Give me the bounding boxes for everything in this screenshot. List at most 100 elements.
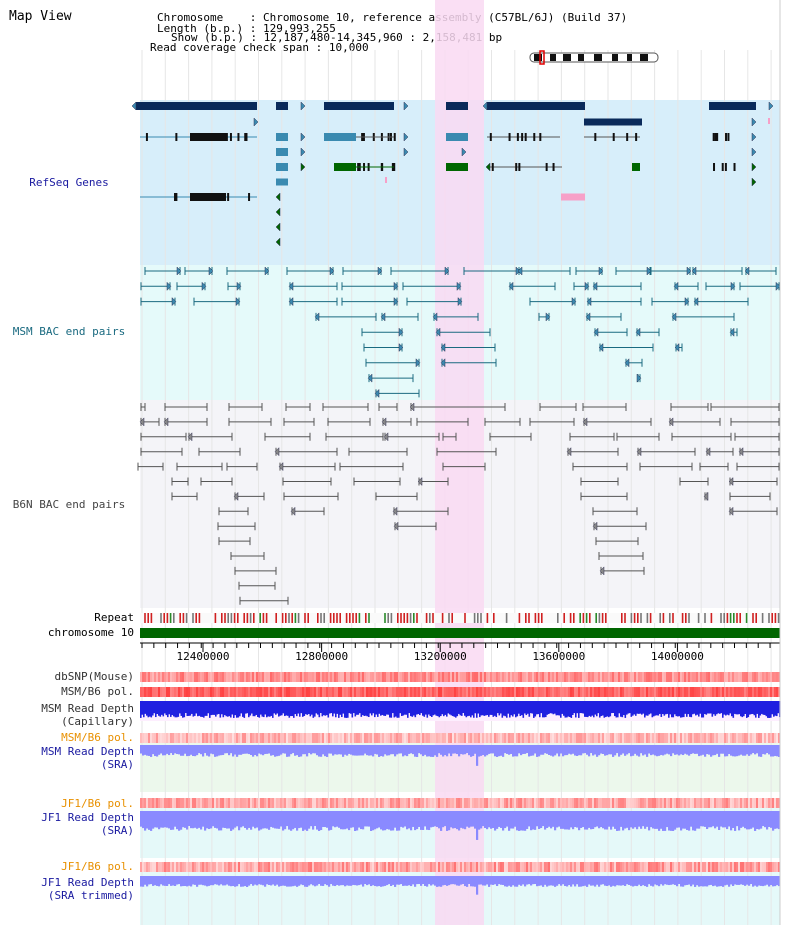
jf1-b6-pol-2-density (766, 862, 769, 872)
jf1-trim-depth-bar (304, 876, 307, 887)
msm-capillary-depth-bar (495, 701, 498, 718)
jf1-sra-depth-bar (170, 811, 173, 830)
msm-sra-depth-bar (146, 745, 149, 756)
msm-capillary-depth-bar (183, 701, 186, 718)
jf1-b6-pol-density (600, 798, 603, 808)
jf1-b6-pol-2-density (568, 862, 571, 872)
strand-arrow (775, 281, 781, 291)
repeat-mark (752, 613, 754, 623)
jf1-b6-pol-2-density (742, 862, 745, 872)
jf1-trim-depth-bar (346, 876, 349, 886)
jf1-trim-depth-bar (720, 876, 723, 887)
msm-b6-pol-density (682, 687, 685, 697)
msm-capillary-depth-bar (522, 701, 525, 718)
jf1-trim-depth-bar (192, 876, 195, 885)
dbsnp-density (716, 672, 719, 682)
jf1-trim-depth-bar (402, 876, 405, 886)
msm-bac-label[interactable]: MSM BAC end pairs (12, 325, 126, 338)
jf1-b6-pol-2-density (396, 862, 399, 872)
msm-b6-pol-density (238, 687, 241, 697)
strand-arrow (398, 327, 404, 337)
msm-b6-pol-density (624, 687, 627, 697)
jf1-sra-depth-bar (268, 811, 271, 830)
jf1-sra-depth-bar (596, 811, 599, 827)
jf1-b6-pol-2-density (582, 862, 585, 872)
jf1-b6-pol-2-density (570, 862, 573, 872)
repeat-mark (416, 613, 418, 623)
dbsnp-density (476, 672, 479, 682)
msm-capillary-depth-bar (387, 701, 390, 715)
msm-b6-pol-density (320, 687, 323, 697)
jf1-b6-pol-2-density (514, 862, 517, 872)
jf1-b6-pol-2-density (370, 862, 373, 872)
msm-sra-depth-bar (674, 745, 677, 755)
strand-arrow (403, 147, 409, 157)
gene-exon (552, 163, 555, 171)
jf1-b6-pol-2-density (368, 862, 371, 872)
msm-capillary-depth-bar (237, 701, 240, 718)
jf1-trim-depth-bar (468, 876, 471, 885)
jf1-sra-depth-bar (632, 811, 635, 829)
jf1-b6-pol-density (354, 798, 357, 808)
msm-b6-pol-2-density (580, 733, 583, 743)
jf1-sra-depth-bar (724, 811, 727, 828)
msm-b6-pol-2-density (364, 733, 367, 743)
jf1-sra-depth-bar (728, 811, 731, 827)
jf1-trim-depth-bar (676, 876, 679, 887)
jf1-trim-depth-bar (540, 876, 543, 886)
msm-capillary-depth-bar (404, 701, 406, 715)
msm-b6-pol-density (676, 687, 679, 697)
msm-b6-pol-density (554, 687, 557, 697)
jf1-trim-depth-bar (608, 876, 611, 886)
msm-capillary-depth-bar (255, 701, 258, 715)
msm-capillary-depth-bar (684, 701, 687, 714)
msm-b6-pol-2-density (530, 733, 533, 743)
jf1-sra-depth-bar (592, 811, 595, 830)
jf1-sra-depth-bar (334, 811, 337, 828)
strand-arrow (233, 491, 239, 502)
jf1-b6-pol-density (368, 798, 371, 808)
jf1-b6-pol-2-density (548, 862, 551, 872)
dbsnp-density (304, 672, 307, 682)
jf1-trim-depth-bar (372, 876, 375, 886)
jf1-sra-depth-bar (572, 811, 575, 830)
jf1-b6-pol-2-density (226, 862, 229, 872)
msm-capillary-depth-bar (366, 701, 369, 717)
repeat-mark (160, 613, 162, 623)
dbsnp-density (496, 672, 499, 682)
jf1-sra-depth-bar (670, 811, 673, 831)
repeat-mark (384, 613, 386, 623)
msm-b6-pol-2-density (186, 733, 189, 743)
dbsnp-density (148, 672, 151, 682)
msm-capillary-depth-bar (699, 701, 702, 714)
msm-sra-depth-bar (720, 745, 723, 754)
strand-arrow (253, 117, 259, 127)
jf1-trim-depth-bar (464, 876, 467, 887)
jf1-b6-pol-density (730, 798, 733, 808)
jf1-trim-depth-bar (320, 876, 323, 886)
msm-b6-pol-density (564, 687, 567, 697)
jf1-trim-depth-bar (426, 876, 429, 887)
msm-sra-depth-bar (280, 745, 283, 755)
msm-capillary-depth-bar (339, 701, 342, 715)
jf1-sra-depth-bar (560, 811, 563, 829)
dbsnp-density (218, 672, 221, 682)
jf1-b6-pol-2-density (628, 862, 631, 872)
jf1-depth-trim-label-1: JF1 Read Depth (41, 876, 134, 889)
msm-capillary-depth-bar (764, 701, 766, 715)
strand-arrow (275, 237, 281, 247)
dbsnp-density (152, 672, 155, 682)
msm-b6-pol-2-density (682, 733, 685, 743)
jf1-sra-depth-bar (384, 811, 387, 831)
refseq-genes-label[interactable]: RefSeq Genes (29, 176, 109, 189)
msm-sra-depth-bar (604, 745, 607, 756)
msm-b6-pol-2-density (620, 733, 623, 743)
jf1-trim-depth-bar (470, 876, 473, 887)
jf1-b6-pol-density (590, 798, 593, 808)
dbsnp-density (550, 672, 553, 682)
jf1-sra-depth-bar (604, 811, 607, 830)
b6n-bac-label[interactable]: B6N BAC end pairs (12, 498, 126, 511)
msm-capillary-depth-bar (675, 701, 678, 717)
msm-capillary-depth-bar (392, 701, 394, 714)
